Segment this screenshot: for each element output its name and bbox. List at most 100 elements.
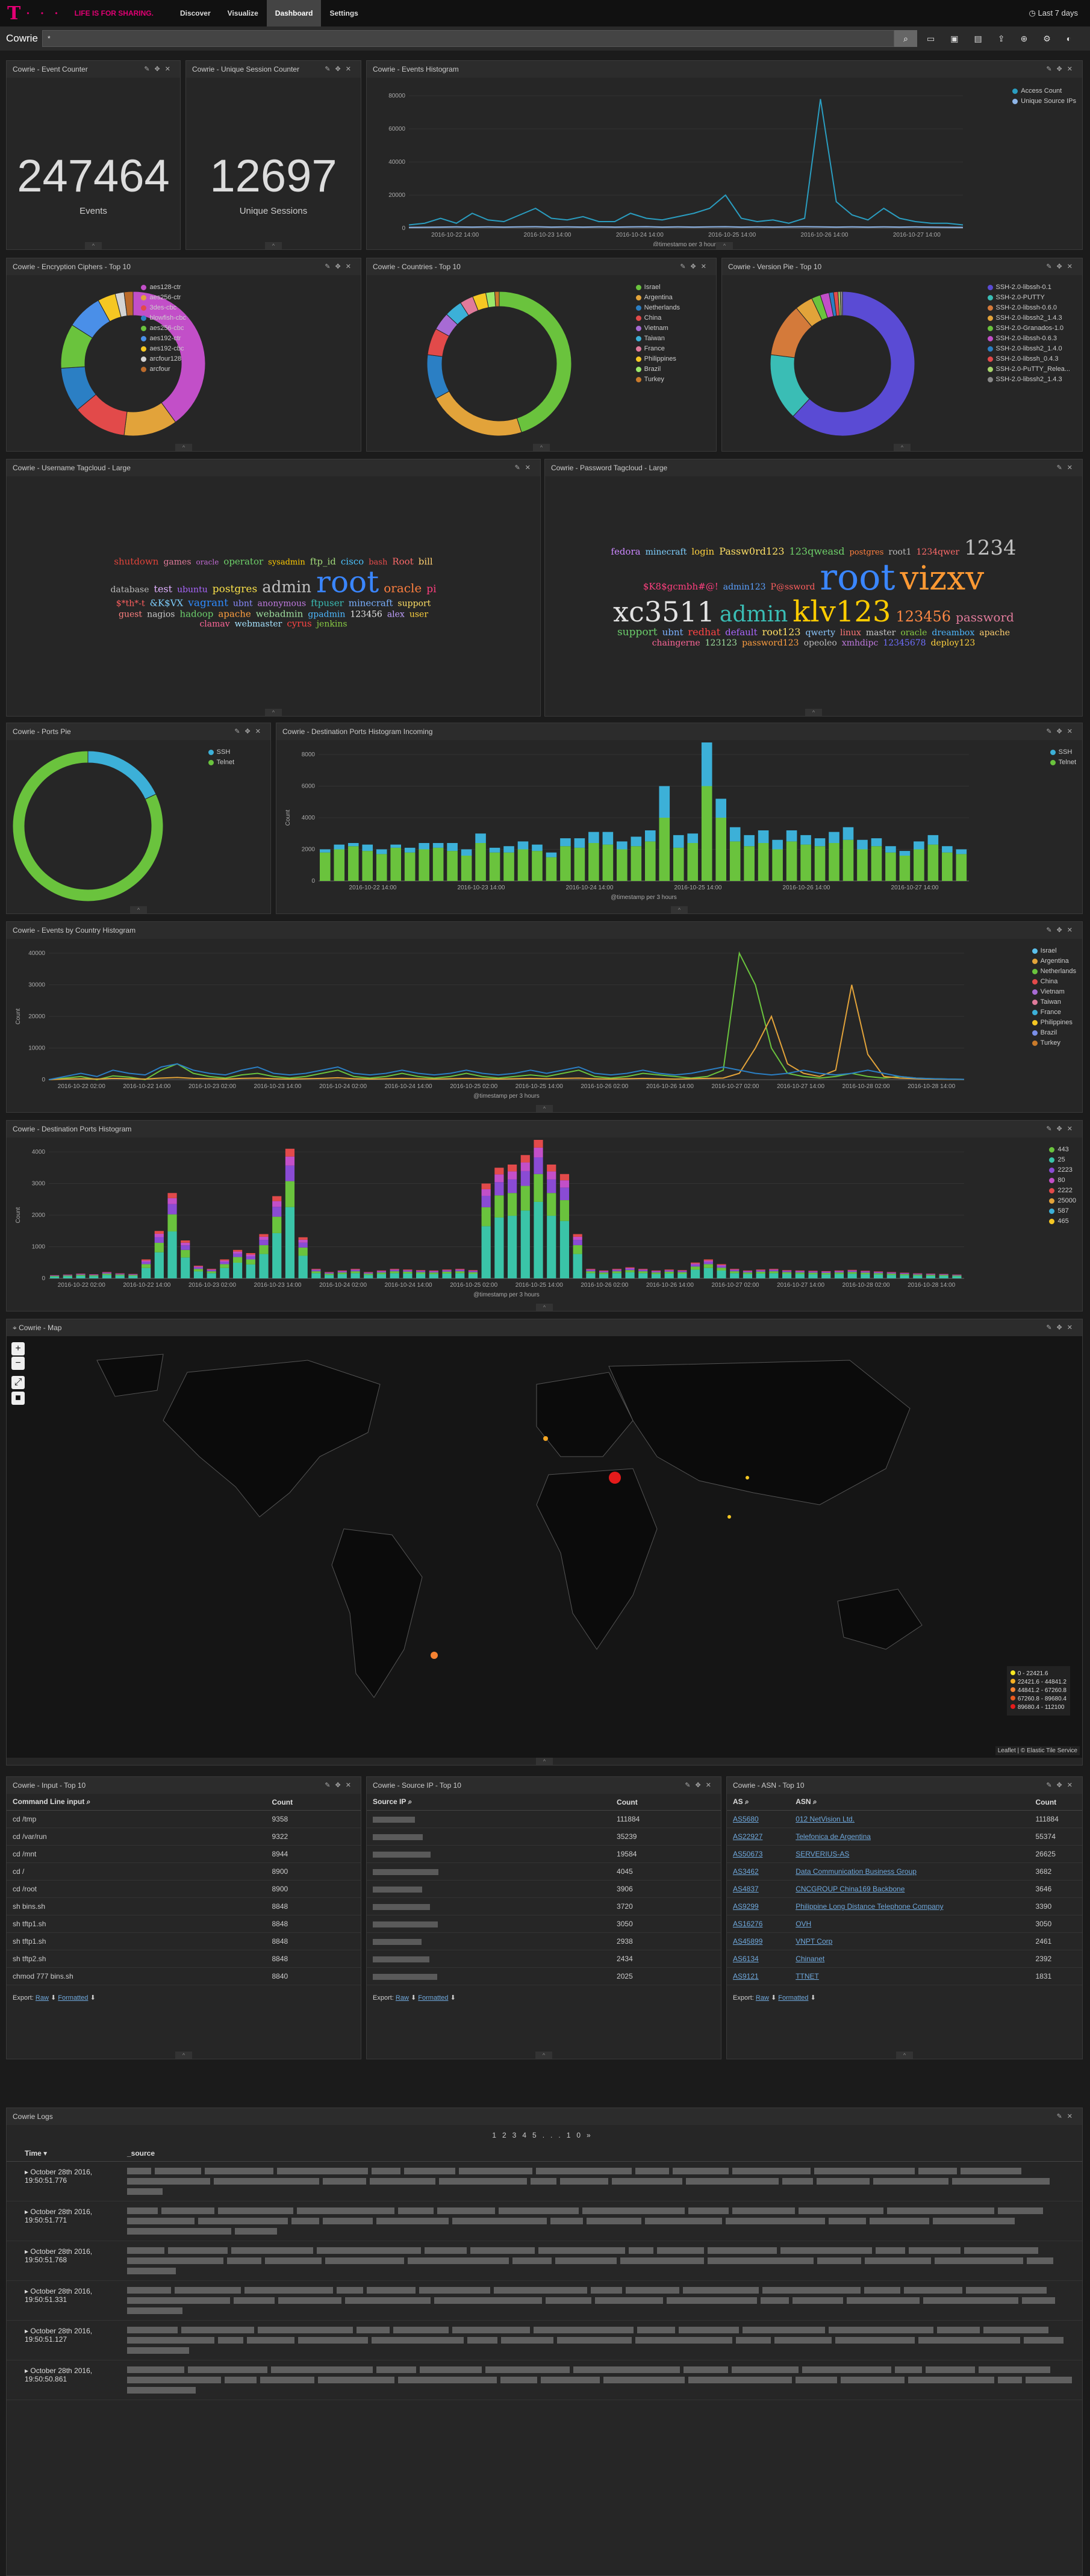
table-row[interactable]: 111884 (367, 1810, 721, 1828)
legend-item[interactable]: France (1032, 1007, 1076, 1018)
export-formatted-link[interactable]: Formatted (58, 1994, 89, 2002)
panel-controls[interactable]: ✎✥✕ (234, 728, 266, 735)
page-link[interactable]: 3 (512, 2131, 523, 2139)
legend-item[interactable]: Taiwan (635, 334, 680, 344)
column-header-source-ip[interactable]: Source IP ⌕ (367, 1794, 611, 1811)
panel-controls[interactable]: ✎✥✕ (1046, 263, 1077, 270)
legend-item[interactable]: aes256-cbc (141, 323, 186, 334)
as-cell[interactable]: AS16276 (727, 1915, 790, 1933)
legend-item[interactable]: SSH-2.0-libssh-0.6.0 (987, 303, 1071, 313)
legend-item[interactable]: SSH (208, 747, 234, 758)
page-link[interactable]: » (587, 2131, 597, 2139)
panel-controls[interactable]: ✎✥✕ (325, 66, 356, 73)
legend-item[interactable]: Israel (1032, 946, 1076, 956)
panel-collapse-toggle[interactable]: ^ (130, 906, 147, 913)
legend-item[interactable]: SSH-2.0-libssh2_1.4.3 (987, 375, 1071, 385)
as-cell[interactable]: AS9121 (727, 1967, 790, 1985)
panel-collapse-toggle[interactable]: ^ (175, 444, 192, 451)
panel-controls[interactable]: ✎✥✕ (685, 1782, 716, 1789)
table-row[interactable]: 3720 (367, 1897, 721, 1915)
legend-item[interactable]: Turkey (1032, 1038, 1076, 1048)
legend-item[interactable]: 2223 (1049, 1165, 1076, 1175)
table-row[interactable]: AS45899 VNPT Corp 2461 (727, 1932, 1082, 1950)
legend-item[interactable]: Telnet (208, 758, 234, 768)
as-cell[interactable]: AS9299 (727, 1897, 790, 1915)
as-cell[interactable]: AS6134 (727, 1950, 790, 1968)
share-icon[interactable]: ⇪ (997, 33, 1005, 43)
legend-item[interactable]: SSH-2.0-PUTTY (987, 293, 1071, 303)
panel-controls[interactable]: ✎✥✕ (325, 1782, 356, 1789)
panel-collapse-toggle[interactable]: ^ (533, 444, 550, 451)
table-row[interactable]: sh bins.sh 8848 (7, 1897, 361, 1915)
legend-item[interactable]: Netherlands (1032, 966, 1076, 977)
draw-rectangle-button[interactable]: ■ (11, 1392, 25, 1405)
legend-item[interactable]: France (635, 344, 680, 354)
legend-item[interactable]: 3des-cbc (141, 303, 186, 313)
table-row[interactable]: AS9299 Philippine Long Distance Telephone… (727, 1897, 1082, 1915)
zoom-in-button[interactable]: + (11, 1342, 25, 1355)
legend-item[interactable]: aes128-ctr (141, 282, 186, 293)
table-row[interactable]: cd /mnt 8944 (7, 1845, 361, 1863)
search-button[interactable]: ⌕ (894, 30, 917, 47)
log-row[interactable]: ▸ October 28th 2016, 19:50:51.768 (7, 2241, 1082, 2281)
table-row[interactable]: 3050 (367, 1915, 721, 1933)
export-formatted-link[interactable]: Formatted (418, 1994, 449, 2002)
log-row[interactable]: ▸ October 28th 2016, 19:50:51.331 (7, 2281, 1082, 2321)
theme-icon[interactable]: ◐ (1066, 33, 1072, 43)
table-row[interactable]: AS16276 OVH 3050 (727, 1915, 1082, 1933)
panel-controls[interactable]: ✎✥✕ (1046, 728, 1077, 735)
page-link[interactable]: 4 (522, 2131, 532, 2139)
export-raw-link[interactable]: Raw (35, 1994, 49, 2002)
legend-item[interactable]: China (1032, 977, 1076, 987)
legend-item[interactable]: Turkey (635, 375, 680, 385)
column-header-count[interactable]: Count (266, 1794, 361, 1811)
legend-item[interactable]: China (635, 313, 680, 323)
panel-collapse-toggle[interactable]: ^ (805, 709, 822, 716)
legend-item[interactable]: SSH-2.0-libssh_0.4.3 (987, 354, 1071, 364)
legend-item[interactable]: SSH-2.0-libssh-0.6.3 (987, 334, 1071, 344)
table-row[interactable]: chmod 777 bins.sh 8840 (7, 1967, 361, 1985)
export-raw-link[interactable]: Raw (755, 1994, 769, 2002)
legend-item[interactable]: SSH-2.0-PuTTY_Relea... (987, 364, 1070, 375)
asn-cell[interactable]: 012 NetVision Ltd. (789, 1810, 1030, 1828)
nav-settings[interactable]: Settings (329, 9, 358, 17)
column-header-command[interactable]: Command Line input ⌕ (7, 1794, 266, 1811)
panel-controls[interactable]: ✎✥✕ (144, 66, 175, 73)
asn-cell[interactable]: OVH (789, 1915, 1030, 1933)
legend-item[interactable]: aes192-cbc (141, 344, 186, 354)
nav-discover[interactable]: Discover (179, 9, 211, 17)
asn-cell[interactable]: Philippine Long Distance Telephone Compa… (789, 1897, 1030, 1915)
table-row[interactable]: cd /8900 (7, 1862, 361, 1881)
table-row[interactable]: 2434 (367, 1950, 721, 1968)
log-row[interactable]: ▸ October 28th 2016, 19:50:51.771 (7, 2201, 1082, 2241)
asn-cell[interactable]: Chinanet (789, 1950, 1030, 1968)
table-row[interactable]: cd /root 8900 (7, 1880, 361, 1898)
panel-collapse-toggle[interactable]: ^ (535, 2052, 552, 2059)
export-formatted-link[interactable]: Formatted (778, 1994, 809, 2002)
panel-collapse-toggle[interactable]: ^ (896, 2052, 913, 2059)
log-row[interactable]: ▸ October 28th 2016, 19:50:51.127 (7, 2321, 1082, 2360)
table-row[interactable]: 3906 (367, 1880, 721, 1898)
table-row[interactable]: 35239 (367, 1828, 721, 1846)
legend-item[interactable]: Vietnam (635, 323, 680, 334)
table-row[interactable]: sh tftp1.sh 8848 (7, 1915, 361, 1933)
page-link[interactable]: 5 (532, 2131, 543, 2139)
table-row[interactable]: 4045 (367, 1862, 721, 1881)
panel-controls[interactable]: ✎✕ (1056, 2113, 1077, 2120)
as-cell[interactable]: AS45899 (727, 1932, 790, 1950)
column-header-count[interactable]: Count (611, 1794, 721, 1811)
log-row[interactable]: ▸ October 28th 2016, 19:50:50.861 (7, 2360, 1082, 2400)
panel-collapse-toggle[interactable]: ^ (536, 1105, 553, 1112)
legend-item[interactable]: Telnet (1050, 758, 1076, 768)
map-attribution[interactable]: Leaflet | © Elastic Tile Service (995, 1746, 1080, 1755)
panel-controls[interactable]: ✎✥✕ (1046, 927, 1077, 934)
table-row[interactable]: AS6134 Chinanet 2392 (727, 1950, 1082, 1968)
as-cell[interactable]: AS5680 (727, 1810, 790, 1828)
column-header-count[interactable]: Count (1029, 1794, 1082, 1811)
panel-controls[interactable]: ✎✥✕ (1046, 1125, 1077, 1133)
panel-controls[interactable]: ✎✥✕ (1046, 1324, 1077, 1331)
legend-item[interactable]: Philippines (1032, 1018, 1076, 1028)
legend-item[interactable]: Vietnam (1032, 987, 1076, 997)
open-dashboard-icon[interactable]: ▤ (974, 33, 982, 43)
world-map[interactable]: + − ⤢ ■ 0 - 22421.6 22421.6 - 44841.2 4484… (7, 1336, 1082, 1758)
